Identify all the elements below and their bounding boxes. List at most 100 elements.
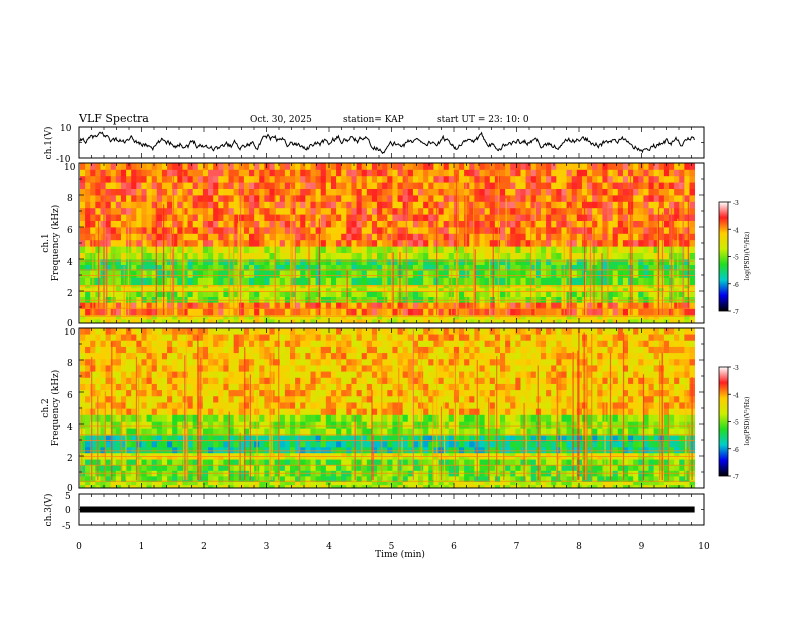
- spectrogram-cell: [157, 414, 163, 421]
- spectrogram-cell: [592, 309, 598, 316]
- spectrogram-cell: [167, 421, 173, 428]
- spectrogram-cell: [208, 340, 214, 347]
- spectrogram-cell: [239, 246, 245, 253]
- spectrogram-cell: [188, 246, 194, 253]
- spectrogram-cell: [428, 240, 434, 247]
- spectrogram-cell: [362, 227, 368, 234]
- spectrogram-cell: [618, 169, 624, 176]
- spectrogram-cell: [684, 201, 690, 208]
- spectrogram-cell: [321, 390, 327, 397]
- sferic-streak: [630, 171, 631, 315]
- spectrogram-cell: [193, 182, 199, 189]
- spectrogram-cell: [116, 227, 122, 234]
- spectrogram-cell: [280, 377, 286, 384]
- narrowband-line: [80, 285, 695, 286]
- spectrogram-cell: [203, 371, 209, 378]
- spectrogram-cell: [264, 359, 270, 366]
- spectrogram-cell: [141, 421, 147, 428]
- spectrogram-cell: [95, 347, 101, 354]
- spectrogram-cell: [684, 163, 690, 170]
- spectrogram-cell: [321, 414, 327, 421]
- spectrogram-cell: [669, 315, 675, 319]
- spectrogram-cell: [172, 482, 178, 486]
- spectrogram-cell: [531, 182, 537, 189]
- spectrogram-cell: [597, 315, 603, 319]
- spectrogram-cell: [331, 441, 337, 447]
- spectrogram-cell: [213, 163, 219, 170]
- spectrogram-cell: [80, 408, 86, 415]
- spectrogram-cell: [157, 421, 163, 428]
- spectrogram-cell: [408, 182, 414, 189]
- spectrogram-cell: [239, 402, 245, 409]
- spectrogram-cell: [213, 240, 219, 247]
- spectrogram-cell: [546, 189, 552, 196]
- spectrogram-cell: [223, 328, 229, 335]
- spectrogram-cell: [403, 285, 409, 289]
- spectrogram-cell: [310, 365, 316, 372]
- spectrogram-cell: [551, 227, 557, 234]
- ch1-spec-ylabel-channel: ch.1: [41, 233, 51, 252]
- spectrogram-cell: [362, 201, 368, 208]
- spectrogram-cell: [244, 169, 250, 176]
- spectrogram-cell: [357, 169, 363, 176]
- spectrogram-cell: [249, 347, 255, 354]
- spectrogram-cell: [95, 182, 101, 189]
- spectrogram-cell: [106, 353, 112, 360]
- spectrogram-cell: [254, 233, 260, 240]
- spectrogram-cell: [592, 221, 598, 228]
- spectrogram-cell: [674, 259, 680, 265]
- spectrogram-cell: [413, 214, 419, 221]
- spectrogram-cell: [561, 182, 567, 189]
- spectrogram-cell: [208, 414, 214, 421]
- spectrogram-cell: [362, 182, 368, 189]
- spectrogram-cell: [439, 233, 445, 240]
- spectrogram-cell: [167, 259, 173, 265]
- spectrogram-cell: [239, 347, 245, 354]
- spectrogram-cell: [316, 402, 322, 409]
- spectrogram-cell: [413, 270, 419, 278]
- spectrogram-cell: [331, 285, 337, 289]
- spectrogram-cell: [577, 195, 583, 202]
- spectrogram-cell: [690, 253, 696, 260]
- spectrogram-cell: [321, 253, 327, 260]
- spectrogram-cell: [147, 371, 153, 378]
- spectrogram-cell: [357, 233, 363, 240]
- sferic-streak: [113, 254, 114, 315]
- spectrogram-cell: [95, 163, 101, 170]
- spectrogram-cell: [264, 189, 270, 196]
- spectrogram-cell: [213, 371, 219, 378]
- spectrogram-cell: [239, 288, 245, 292]
- spectrogram-cell: [357, 176, 363, 183]
- spectrogram-cell: [377, 208, 383, 215]
- spectrogram-cell: [316, 384, 322, 391]
- spectrogram-cell: [264, 277, 270, 285]
- spectrogram-cell: [305, 195, 311, 202]
- spectrogram-cell: [500, 208, 506, 215]
- spectrogram-cell: [541, 201, 547, 208]
- spectrogram-cell: [188, 441, 194, 447]
- spectrogram-cell: [182, 347, 188, 354]
- spectrogram-cell: [423, 277, 429, 285]
- spectrogram-cell: [162, 371, 168, 378]
- spectrogram-cell: [270, 328, 276, 335]
- spectrogram-cell: [638, 169, 644, 176]
- spectrogram-cell: [167, 353, 173, 360]
- spectrogram-cell: [377, 240, 383, 247]
- spectrogram-cell: [270, 277, 276, 285]
- spectrogram-cell: [305, 270, 311, 278]
- spectrogram-cell: [633, 246, 639, 253]
- spectrogram-cell: [398, 195, 404, 202]
- spectrogram-cell: [275, 402, 281, 409]
- spectrogram-cell: [280, 288, 286, 292]
- spectrogram-cell: [188, 227, 194, 234]
- spectrogram-cell: [602, 189, 608, 196]
- spectrogram-cell: [418, 315, 424, 319]
- spectrogram-cell: [131, 288, 137, 292]
- spectrogram-cell: [188, 309, 194, 316]
- spectrogram-cell: [264, 195, 270, 202]
- spectrogram-cell: [316, 297, 322, 303]
- spectrogram-cell: [444, 208, 450, 215]
- spectrogram-cell: [643, 277, 649, 285]
- spectrogram-cell: [208, 365, 214, 372]
- spectrogram-cell: [439, 288, 445, 292]
